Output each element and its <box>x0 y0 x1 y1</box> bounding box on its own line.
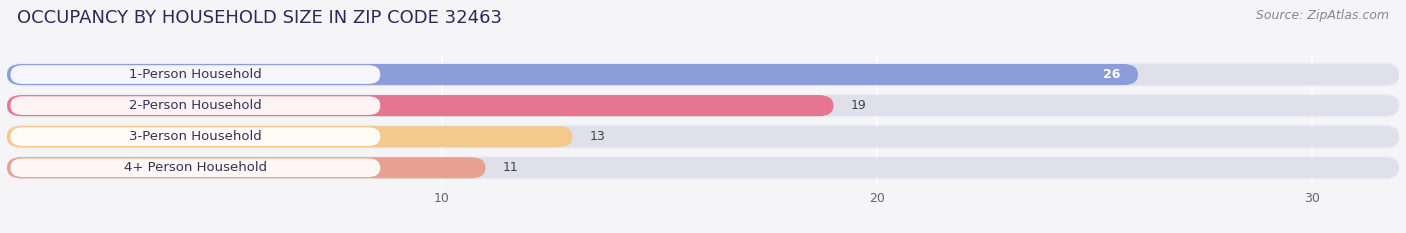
FancyBboxPatch shape <box>7 157 1399 178</box>
FancyBboxPatch shape <box>10 65 380 84</box>
Text: OCCUPANCY BY HOUSEHOLD SIZE IN ZIP CODE 32463: OCCUPANCY BY HOUSEHOLD SIZE IN ZIP CODE … <box>17 9 502 27</box>
Text: 1-Person Household: 1-Person Household <box>129 68 262 81</box>
Text: 3-Person Household: 3-Person Household <box>129 130 262 143</box>
Text: 2-Person Household: 2-Person Household <box>129 99 262 112</box>
FancyBboxPatch shape <box>7 156 1399 180</box>
Text: 11: 11 <box>503 161 519 174</box>
FancyBboxPatch shape <box>10 127 380 146</box>
FancyBboxPatch shape <box>7 126 1399 147</box>
FancyBboxPatch shape <box>7 63 1399 86</box>
FancyBboxPatch shape <box>7 126 572 147</box>
FancyBboxPatch shape <box>7 157 485 178</box>
Text: 13: 13 <box>591 130 606 143</box>
FancyBboxPatch shape <box>7 94 1399 117</box>
Text: 19: 19 <box>851 99 866 112</box>
FancyBboxPatch shape <box>10 158 380 177</box>
FancyBboxPatch shape <box>7 125 1399 148</box>
FancyBboxPatch shape <box>7 64 1137 85</box>
FancyBboxPatch shape <box>7 95 1399 116</box>
Text: 26: 26 <box>1104 68 1121 81</box>
Text: 4+ Person Household: 4+ Person Household <box>124 161 267 174</box>
Text: Source: ZipAtlas.com: Source: ZipAtlas.com <box>1256 9 1389 22</box>
FancyBboxPatch shape <box>10 96 380 115</box>
FancyBboxPatch shape <box>7 95 834 116</box>
FancyBboxPatch shape <box>7 64 1399 85</box>
